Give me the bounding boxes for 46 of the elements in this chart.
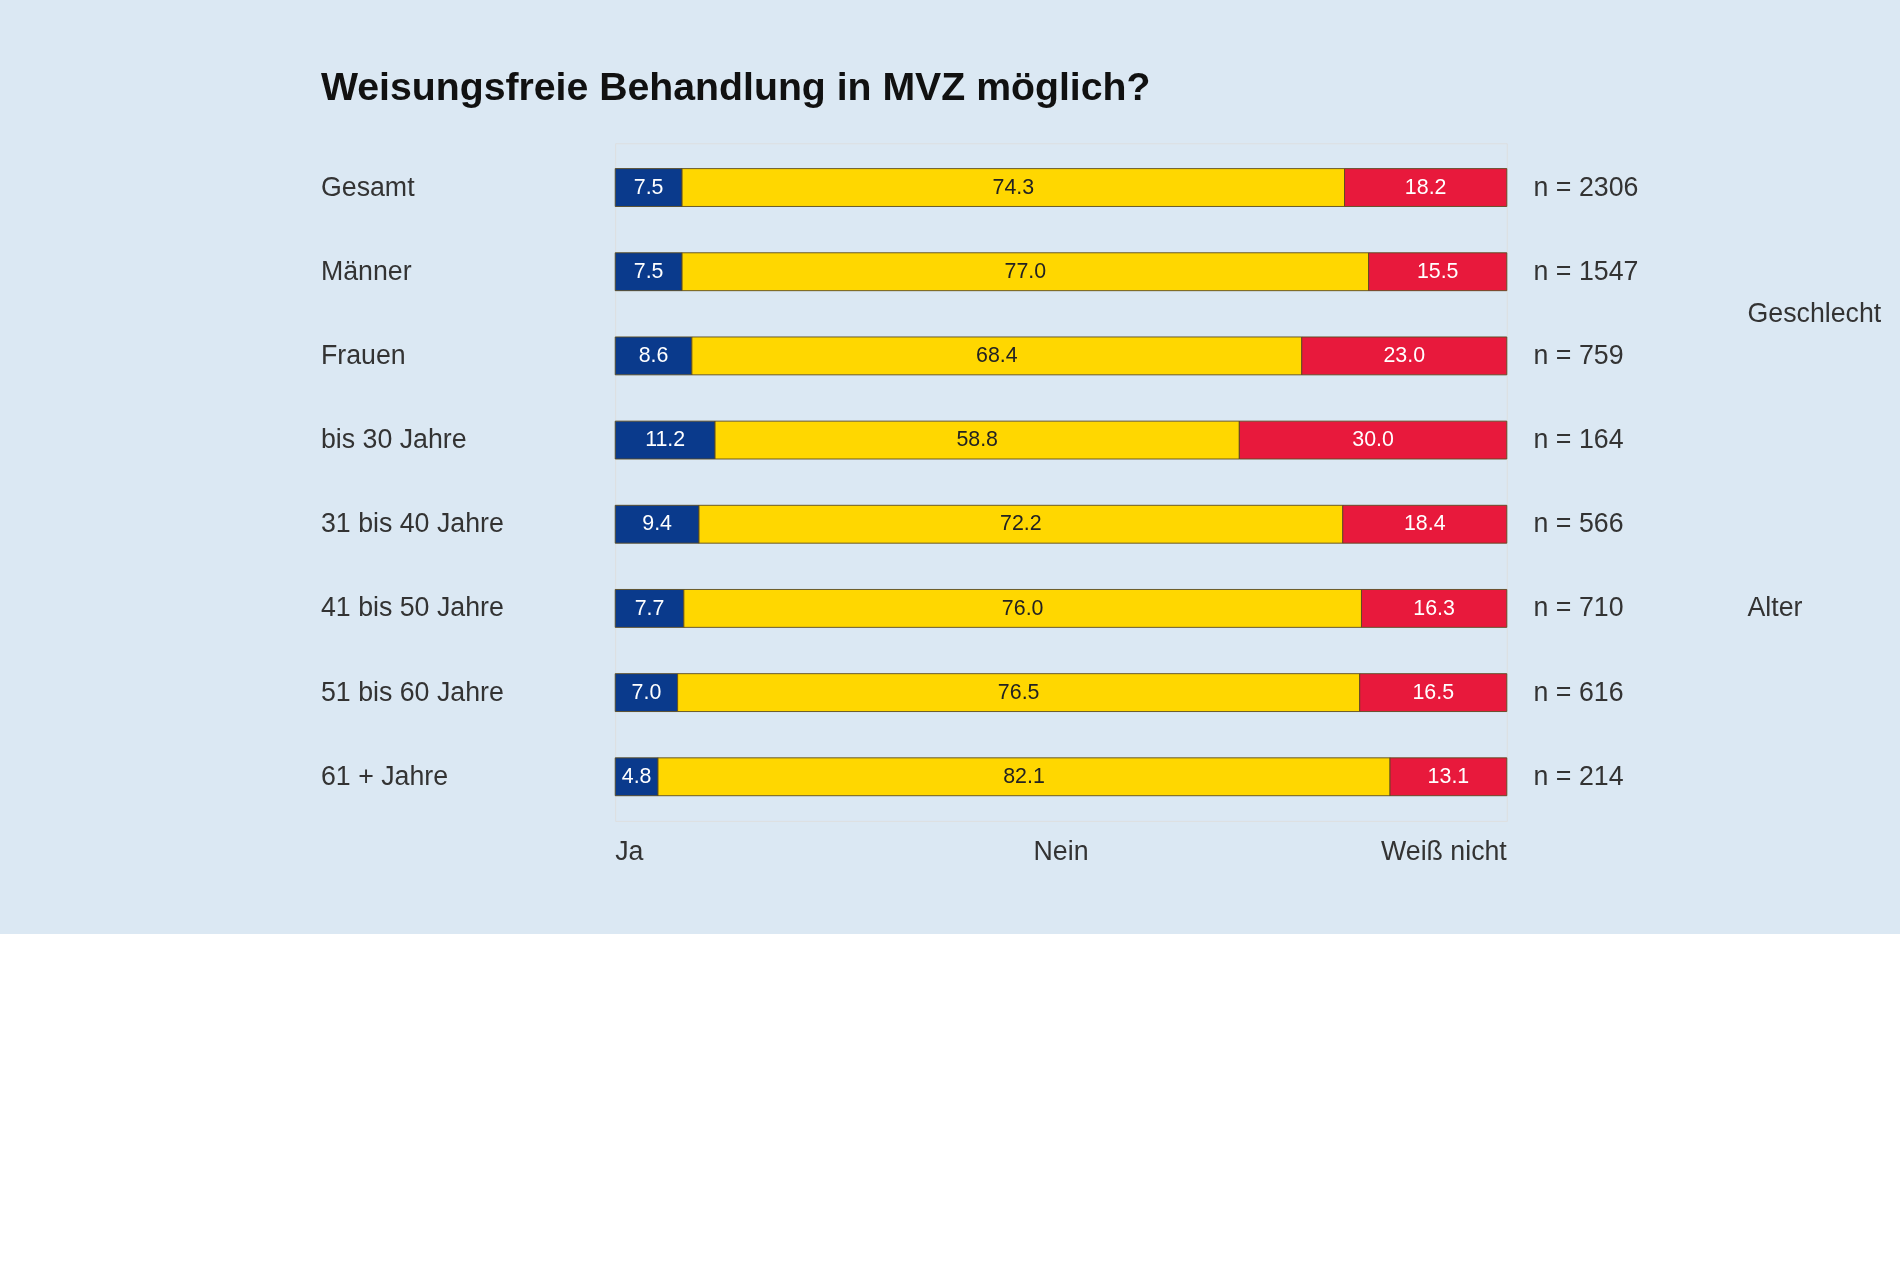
data-label: 30.0: [1352, 427, 1394, 452]
text: Alter: [1747, 592, 1803, 623]
data-label: 9.4: [642, 511, 673, 536]
data-label: 4.8: [621, 764, 652, 789]
data-label: 16.5: [1412, 679, 1455, 704]
data-label: 7.0: [631, 679, 662, 704]
y-tick-label: Frauen: [320, 339, 406, 370]
data-label: 7.5: [633, 258, 664, 283]
series-label: Ja: [615, 836, 644, 867]
text: n = 1547: [1533, 255, 1639, 286]
y-tick-label: bis 30 Jahre: [320, 424, 467, 455]
data-label: 11.2: [645, 427, 686, 452]
data-label: 15.5: [1416, 258, 1459, 283]
data-label: 76.0: [1001, 595, 1044, 620]
data-label: 58.8: [956, 427, 998, 452]
text: n = 759: [1533, 339, 1624, 370]
y-tick-label: 61 + Jahre: [320, 760, 449, 791]
data-label: 76.5: [997, 679, 1040, 704]
y-tick-label: 51 bis 60 Jahre: [320, 676, 504, 707]
series-label: Nein: [1033, 836, 1089, 867]
y-tick-label: 31 bis 40 Jahre: [320, 508, 504, 539]
text: n = 164: [1533, 424, 1624, 455]
data-label: 82.1: [1003, 764, 1045, 789]
data-label: 72.2: [1000, 511, 1042, 536]
data-label: 7.7: [634, 595, 665, 620]
text: n = 710: [1533, 592, 1624, 623]
data-label: 13.1: [1427, 764, 1470, 789]
data-label: 7.5: [633, 174, 664, 199]
data-label: 18.4: [1403, 511, 1446, 536]
text: Geschlecht: [1747, 297, 1882, 328]
data-label: 16.3: [1413, 595, 1455, 620]
text: n = 566: [1533, 508, 1624, 539]
data-label: 8.6: [638, 343, 669, 368]
data-label: 74.3: [992, 174, 1035, 199]
text: n = 2306: [1533, 171, 1639, 202]
text: n = 616: [1533, 676, 1624, 707]
text: n = 214: [1533, 760, 1624, 791]
data-label: 23.0: [1383, 343, 1426, 368]
data-label: 18.2: [1404, 174, 1447, 199]
series-label: Weiß nicht: [1381, 836, 1508, 867]
data-label: 68.4: [976, 343, 1018, 368]
data-label: 77.0: [1004, 258, 1047, 283]
y-tick-label: Gesamt: [320, 171, 416, 202]
chart-title: Weisungsfreie Behandlung in MVZ möglich?: [320, 63, 1151, 108]
y-tick-label: 41 bis 50 Jahre: [320, 592, 504, 623]
y-tick-label: Männer: [320, 255, 412, 286]
